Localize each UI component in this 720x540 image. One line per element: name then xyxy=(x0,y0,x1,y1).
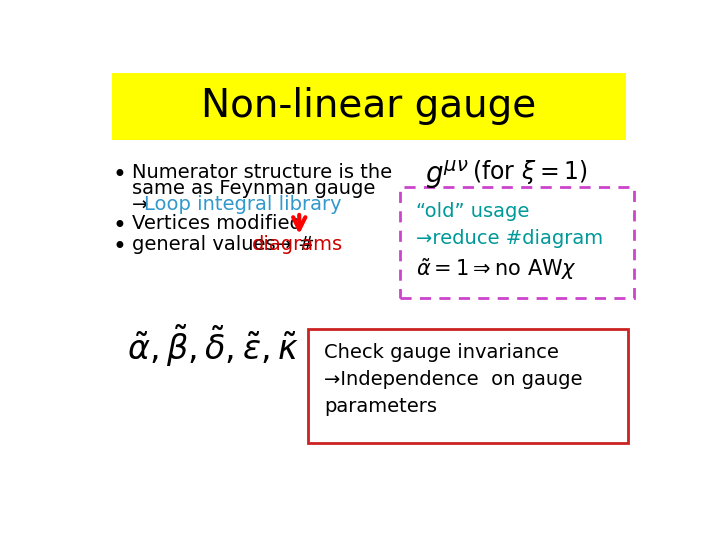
Text: Vertices modified: Vertices modified xyxy=(132,214,302,233)
Text: same as Feynman gauge: same as Feynman gauge xyxy=(132,179,375,198)
Text: $\tilde{\alpha} = 1 \Rightarrow \mathrm{no\ AW}\chi$: $\tilde{\alpha} = 1 \Rightarrow \mathrm{… xyxy=(416,256,577,282)
Text: general values→ #: general values→ # xyxy=(132,235,315,254)
Text: •: • xyxy=(112,235,126,259)
Text: parameters: parameters xyxy=(324,397,437,416)
Text: •: • xyxy=(112,163,126,186)
Text: $g^{\mu\nu}$: $g^{\mu\nu}$ xyxy=(425,158,469,191)
Text: $\tilde{\alpha},\tilde{\beta},\tilde{\delta},\tilde{\varepsilon},\tilde{\kappa}$: $\tilde{\alpha},\tilde{\beta},\tilde{\de… xyxy=(127,322,299,369)
Text: diagrams: diagrams xyxy=(252,235,343,254)
Text: Non-linear gauge: Non-linear gauge xyxy=(202,87,536,125)
Text: $(\mathrm{for}\ \xi = 1)$: $(\mathrm{for}\ \xi = 1)$ xyxy=(472,158,588,186)
Text: “old” usage: “old” usage xyxy=(416,202,530,221)
Text: Loop integral library: Loop integral library xyxy=(144,195,342,214)
Text: Check gauge invariance: Check gauge invariance xyxy=(324,343,559,362)
FancyBboxPatch shape xyxy=(307,329,629,443)
FancyBboxPatch shape xyxy=(400,187,634,298)
Text: •: • xyxy=(112,214,126,238)
Text: →reduce #diagram: →reduce #diagram xyxy=(416,229,603,248)
FancyBboxPatch shape xyxy=(112,73,626,140)
Text: Numerator structure is the: Numerator structure is the xyxy=(132,163,392,181)
Text: →Independence  on gauge: →Independence on gauge xyxy=(324,370,583,389)
Text: →: → xyxy=(132,195,155,214)
